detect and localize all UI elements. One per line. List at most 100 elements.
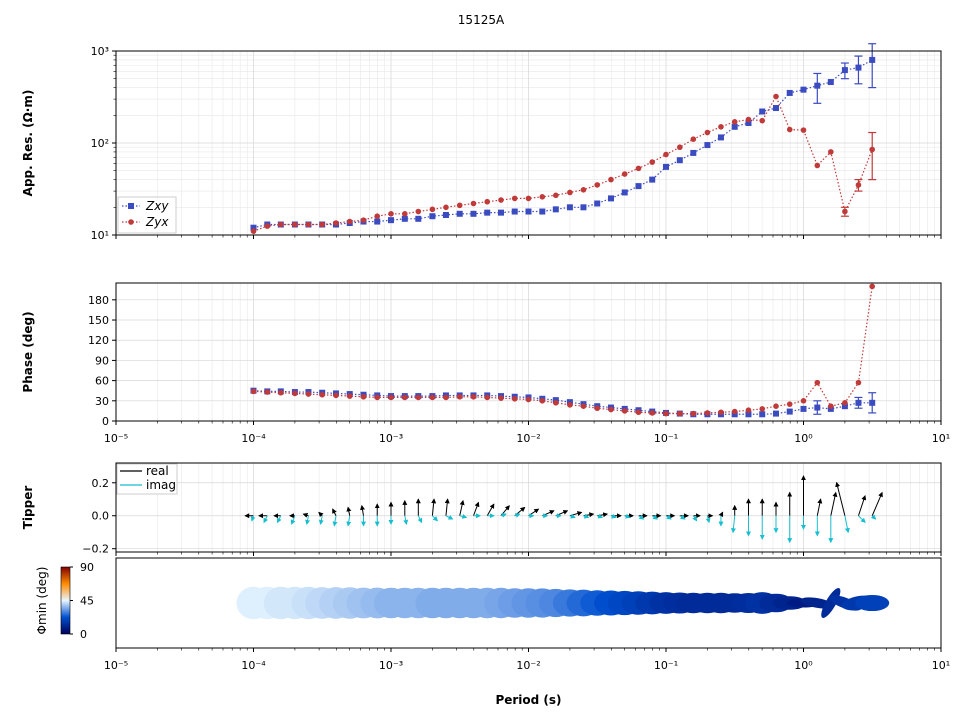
data-point [731,118,738,125]
data-point [827,79,834,86]
data-point [855,379,862,386]
tipper-arrow [844,515,850,534]
error-bar [868,43,877,89]
data-point [305,221,312,228]
data-point [292,221,298,228]
data-point [828,149,834,155]
data-point [690,410,697,417]
data-point [704,410,711,416]
data-point [567,402,573,408]
colorbar-tick-label: 45 [80,595,94,608]
data-point [250,388,257,395]
tipper-arrow [332,508,337,516]
tipper-arrow [486,503,495,516]
data-point [731,123,738,130]
tipper-arrow [528,508,540,517]
tipper-arrow [431,498,437,516]
tipper-arrow [730,515,736,534]
y-tick-label: 10¹ [91,229,109,242]
y-tick-label: 90 [95,354,109,367]
tipper-arrow [432,515,439,522]
data-point [635,409,642,416]
data-point [704,142,711,149]
tipper-arrow [445,515,454,520]
data-point [580,186,587,193]
data-point [401,215,408,222]
tipper-arrow [318,515,324,525]
data-point [855,399,862,406]
data-point [800,127,807,133]
legend-box [117,196,177,234]
colorbar-label: Φmin (deg) [35,567,49,635]
data-point [456,393,463,400]
data-point [690,149,697,156]
data-point [484,394,491,401]
axes-frame [115,282,942,422]
data-point [663,151,669,158]
data-point [800,86,807,93]
x-tick-label: 10⁰ [794,432,813,445]
tipper-arrow [302,512,309,518]
data-point [814,162,821,169]
tipper-arrow [858,515,866,524]
data-point [250,224,257,231]
data-point [264,223,271,229]
y-axis-label: Phase (deg) [21,311,35,392]
y-tick-label: 0.2 [92,477,110,490]
tipper-arrow [835,481,846,516]
tipper-arrow [871,491,883,516]
tipper-arrow [830,491,838,516]
data-point [718,409,724,416]
tipper-arrow [332,515,338,527]
data-point [580,403,587,409]
series-line [253,59,873,229]
tipper-arrow [857,495,867,516]
data-point [346,393,353,399]
data-point [429,206,436,213]
x-tick-label: 10⁻² [516,659,540,672]
data-point [786,401,793,407]
data-point [484,198,491,205]
data-point [470,200,477,207]
data-point [663,410,669,417]
data-point [814,82,821,89]
data-point [580,204,587,211]
data-point [635,165,642,172]
data-point [717,134,724,141]
data-point [828,403,834,409]
data-point [718,123,724,130]
x-tick-label: 10⁻⁵ [104,432,128,445]
data-point [855,64,862,71]
tipper-arrow [705,515,711,524]
data-point [567,189,573,196]
data-point [264,389,271,395]
data-point [677,144,683,151]
y-tick-label: 10² [91,137,109,150]
y-tick-label: 0 [102,415,109,428]
data-point [374,218,381,225]
data-point [745,116,752,123]
x-tick-label: 10⁻⁴ [241,432,266,445]
data-point [333,392,339,399]
data-point [841,403,848,410]
data-point [498,197,504,203]
data-point [786,89,793,96]
data-point [498,395,504,401]
data-point [759,108,766,115]
tipper-arrow [459,513,468,519]
tipper-arrow [290,515,296,525]
y-axis-label: App. Res. (Ω·m) [21,90,35,197]
data-point [814,379,821,386]
series-line [253,95,873,232]
data-point [511,195,518,202]
data-point [594,182,601,188]
data-point [388,394,394,401]
data-point [388,217,394,224]
data-point [759,411,766,418]
tipper-arrow [542,510,555,517]
data-point [745,411,752,418]
data-point [525,396,532,403]
y-tick-label: 180 [88,294,109,307]
data-point [360,217,367,223]
data-point [786,408,793,415]
